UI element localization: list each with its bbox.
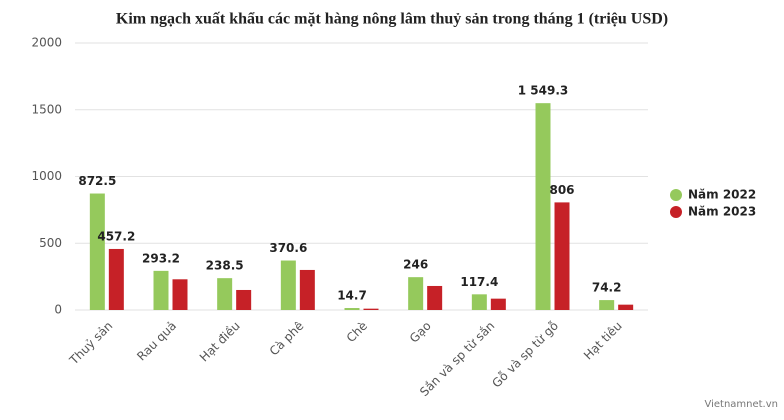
legend-marker — [670, 189, 682, 201]
x-tick-label: Hạt điều — [197, 319, 243, 365]
source: Vietnamnet.vn — [704, 399, 778, 410]
bar — [89, 193, 105, 310]
bar — [108, 248, 124, 310]
bar — [490, 298, 506, 310]
x-tick-label: Rau quả — [134, 319, 179, 364]
value-label: 457.2 — [97, 229, 135, 243]
value-label: 1 549.3 — [518, 84, 568, 98]
value-label: 238.5 — [206, 259, 244, 273]
chart-title: Kim ngạch xuất khẩu các mặt hàng nông lâ… — [116, 11, 668, 28]
x-tick-label: Chè — [344, 319, 370, 345]
y-tick-label: 0 — [54, 303, 62, 317]
y-tick-label: 2000 — [31, 36, 62, 50]
bar — [153, 270, 169, 310]
value-label: 117.4 — [460, 275, 498, 289]
bar — [344, 308, 360, 310]
bar — [427, 285, 443, 310]
value-label: 14.7 — [337, 289, 367, 303]
value-label: 74.2 — [592, 281, 622, 295]
bar — [471, 294, 487, 310]
x-tick-label: Gạo — [407, 319, 434, 346]
value-label: 370.6 — [269, 241, 307, 255]
y-tick-label: 1000 — [31, 169, 62, 183]
bar — [408, 277, 424, 310]
bar — [554, 202, 570, 310]
x-tick-label: Thuỷ sản — [66, 319, 115, 368]
bar — [599, 300, 615, 310]
legend-label: Năm 2023 — [688, 205, 756, 219]
value-label: 806 — [549, 183, 574, 197]
bar — [280, 260, 296, 310]
x-tick-label: Gỗ và sp từ gỗ — [489, 319, 561, 391]
x-tick-label: Cà phê — [267, 319, 307, 359]
bar — [217, 278, 233, 310]
value-label: 293.2 — [142, 251, 180, 265]
bar — [236, 289, 252, 310]
y-tick-label: 500 — [39, 236, 62, 250]
x-tick-label: Hạt tiêu — [581, 319, 625, 363]
bar — [363, 308, 379, 310]
bar — [618, 304, 634, 310]
bar — [172, 279, 188, 310]
value-label: 246 — [403, 258, 428, 272]
bar — [299, 269, 315, 310]
bar — [535, 103, 551, 310]
value-label: 872.5 — [78, 174, 116, 188]
legend-label: Năm 2022 — [688, 188, 756, 202]
legend-marker — [670, 206, 682, 218]
y-tick-label: 1500 — [31, 102, 62, 116]
